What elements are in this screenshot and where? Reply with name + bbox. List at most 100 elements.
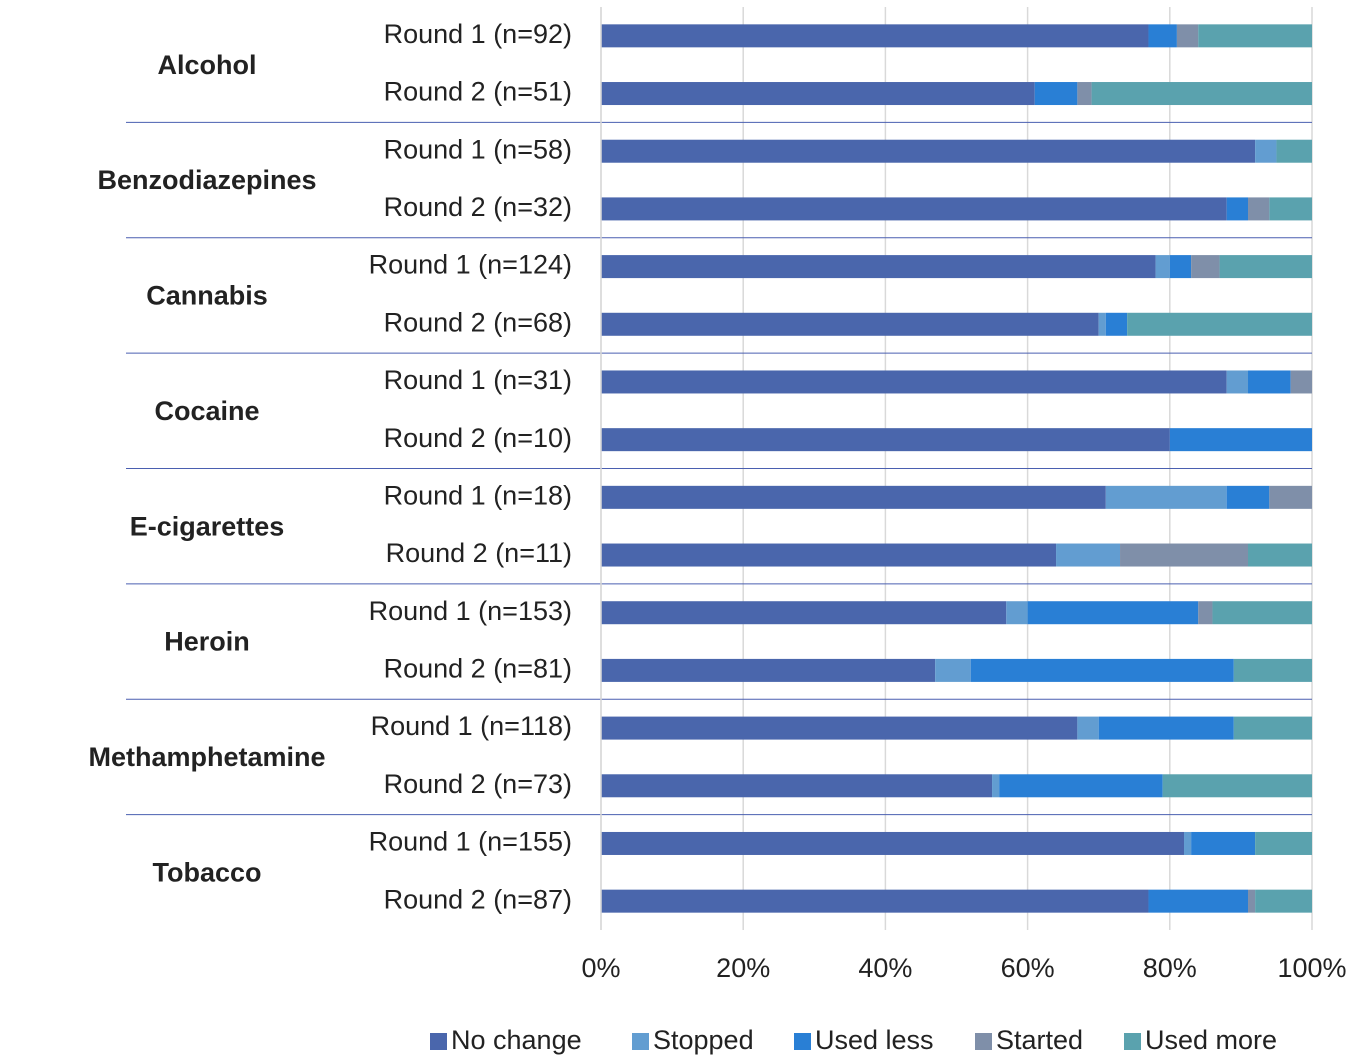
legend-label: No change: [451, 1025, 582, 1055]
x-tick-label: 20%: [716, 953, 770, 983]
category-label: Round 1 (n=153): [369, 596, 572, 626]
legend-swatch: [430, 1033, 447, 1050]
group-label: E-cigarettes: [130, 511, 285, 541]
bar-segment: [601, 485, 1106, 509]
bar-segment: [1191, 831, 1256, 855]
category-label: Round 2 (n=87): [384, 884, 572, 914]
group-label: Heroin: [164, 627, 250, 657]
bar-segment: [1105, 485, 1227, 509]
category-label: Round 2 (n=10): [384, 423, 572, 453]
bar-segment: [1184, 831, 1192, 855]
x-tick-label: 60%: [1001, 953, 1055, 983]
bar-segment: [601, 82, 1035, 106]
bar-segment: [1198, 24, 1312, 48]
legend-swatch: [1124, 1033, 1141, 1050]
bar-segment: [1255, 831, 1312, 855]
bar-segment: [1248, 543, 1312, 567]
bar-segment: [1219, 255, 1312, 279]
bar-segment: [1120, 543, 1249, 567]
category-label: Round 1 (n=58): [384, 134, 572, 164]
bar-segment: [1098, 716, 1234, 740]
bar-segment: [1098, 312, 1106, 336]
category-label: Round 1 (n=118): [371, 711, 572, 741]
bar-segment: [1248, 889, 1256, 913]
bar-segment: [935, 658, 971, 682]
legend-swatch: [975, 1033, 992, 1050]
bar-segment: [1155, 255, 1170, 279]
bar-segment: [1034, 82, 1078, 106]
bar-segment: [1148, 889, 1249, 913]
bar-segment: [601, 139, 1256, 163]
bar-segment: [601, 831, 1185, 855]
category-label: Round 1 (n=92): [384, 19, 572, 49]
bar-segment: [1226, 370, 1249, 394]
bar-segment: [1269, 485, 1312, 509]
bar-segment: [601, 24, 1149, 48]
category-label: Round 2 (n=11): [386, 538, 572, 568]
group-label: Tobacco: [152, 857, 261, 887]
bar-segment: [601, 370, 1227, 394]
legend-swatch: [794, 1033, 811, 1050]
bar-segment: [601, 601, 1007, 625]
bar-segment: [1027, 601, 1199, 625]
bar-segment: [601, 197, 1227, 221]
bar-segment: [1290, 370, 1312, 394]
legend-label: Started: [996, 1025, 1083, 1055]
bar-segment: [1248, 370, 1291, 394]
bar-segment: [999, 774, 1163, 798]
bar-segment: [1226, 197, 1249, 221]
category-label: Round 1 (n=18): [384, 480, 572, 510]
category-label: Round 2 (n=32): [384, 192, 572, 222]
bar-segment: [601, 428, 1170, 452]
legend-label: Used more: [1145, 1025, 1277, 1055]
bar-segment: [1127, 312, 1312, 336]
bar-segment: [601, 774, 993, 798]
bar-segment: [1077, 82, 1092, 106]
bar-segment: [1169, 255, 1192, 279]
bar-segment: [1276, 139, 1312, 163]
bar-segment: [1255, 889, 1312, 913]
bar-segment: [601, 312, 1099, 336]
bar-segment: [1105, 312, 1128, 336]
bar-segment: [1169, 428, 1312, 452]
bar-segment: [1091, 82, 1312, 106]
legend-swatch: [632, 1033, 649, 1050]
x-tick-label: 0%: [581, 953, 620, 983]
bar-segment: [1255, 139, 1277, 163]
category-label: Round 1 (n=31): [384, 365, 572, 395]
category-label: Round 1 (n=155): [369, 827, 572, 857]
group-label: Cannabis: [146, 281, 268, 311]
bar-segment: [1077, 716, 1099, 740]
legend-label: Used less: [815, 1025, 934, 1055]
bar-segment: [601, 255, 1156, 279]
category-label: Round 2 (n=68): [384, 307, 572, 337]
bar-segment: [601, 543, 1057, 567]
category-label: Round 1 (n=124): [369, 250, 572, 280]
bar-segment: [601, 889, 1149, 913]
category-label: Round 2 (n=51): [384, 77, 572, 107]
legend-label: Stopped: [653, 1025, 754, 1055]
bar-segment: [1212, 601, 1312, 625]
group-label: Alcohol: [158, 50, 257, 80]
x-tick-label: 80%: [1143, 953, 1197, 983]
group-label: Benzodiazepines: [97, 165, 316, 195]
category-label: Round 2 (n=73): [384, 769, 572, 799]
bar-segment: [1269, 197, 1312, 221]
bar-segment: [601, 658, 936, 682]
x-tick-label: 40%: [858, 953, 912, 983]
bar-segment: [601, 716, 1078, 740]
bar-segment: [1191, 255, 1220, 279]
bar-segment: [1162, 774, 1312, 798]
bar-segment: [1056, 543, 1121, 567]
x-tick-label: 100%: [1277, 953, 1346, 983]
bar-segment: [1148, 24, 1177, 48]
bar-segment: [1233, 716, 1312, 740]
bar-segment: [1233, 658, 1312, 682]
bar-segment: [1176, 24, 1199, 48]
bar-segment: [1226, 485, 1270, 509]
group-label: Methamphetamine: [88, 742, 325, 772]
group-label: Cocaine: [154, 396, 259, 426]
bar-segment: [992, 774, 1000, 798]
bar-segment: [1198, 601, 1213, 625]
